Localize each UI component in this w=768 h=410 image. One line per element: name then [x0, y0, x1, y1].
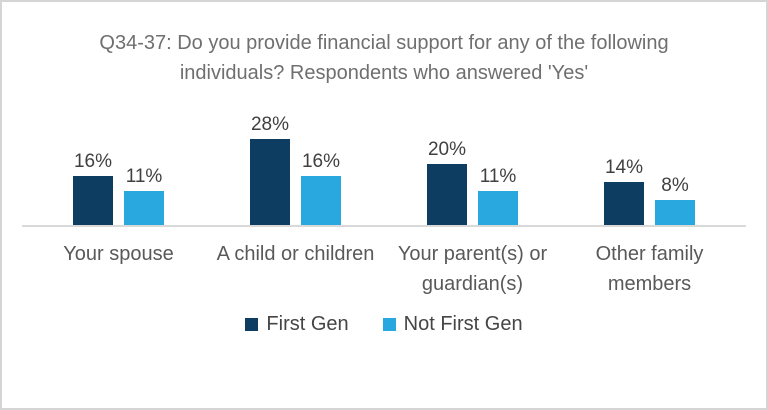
- bar-groups: 16% 11% 28% 16% 20% 11% 14% 8%: [22, 88, 746, 225]
- bar-plot: 16% 11% 28% 16% 20% 11% 14% 8%: [22, 88, 746, 227]
- bar-group: 16% 11%: [30, 88, 207, 225]
- bar-wrap: 20%: [427, 139, 467, 225]
- legend-swatch-icon: [382, 318, 396, 331]
- data-label: 16%: [73, 151, 113, 172]
- legend-label: Not First Gen: [403, 313, 523, 335]
- category-label: Your parent(s) or guardian(s): [397, 243, 548, 295]
- data-label: 11%: [479, 166, 517, 187]
- category-label: A child or children: [216, 243, 375, 265]
- category-label: Other family members: [595, 243, 704, 295]
- data-label: 16%: [301, 151, 341, 172]
- data-label: 11%: [125, 166, 163, 187]
- bar-first-gen: [250, 139, 290, 225]
- category-axis: Your spouse A child or children Your paren…: [22, 239, 746, 299]
- legend-swatch-icon: [245, 318, 259, 331]
- bar-wrap: 16%: [301, 151, 341, 225]
- legend-item: First Gen: [245, 313, 349, 336]
- legend: First Gen Not First Gen: [2, 313, 766, 336]
- bar-first-gen: [604, 182, 644, 225]
- bar-group: 28% 16%: [207, 88, 384, 225]
- bar-wrap: 14%: [604, 157, 644, 225]
- legend-item: Not First Gen: [382, 313, 523, 336]
- data-label: 8%: [661, 175, 689, 196]
- bar-first-gen: [73, 176, 113, 225]
- bar-group: 14% 8%: [561, 88, 738, 225]
- bar-first-gen: [427, 164, 467, 225]
- bar-not-first-gen: [301, 176, 341, 225]
- bar-wrap: 8%: [655, 175, 695, 225]
- category-label: Your spouse: [63, 243, 174, 265]
- data-label: 14%: [604, 157, 644, 178]
- legend-label: First Gen: [266, 313, 349, 335]
- data-label: 20%: [427, 139, 467, 160]
- bar-group: 20% 11%: [384, 88, 561, 225]
- bar-not-first-gen: [478, 191, 518, 225]
- bar-not-first-gen: [655, 200, 695, 225]
- chart-title: Q34-37: Do you provide financial support…: [99, 32, 669, 84]
- bar-wrap: 11%: [124, 166, 164, 225]
- data-label: 28%: [250, 114, 290, 135]
- bar-wrap: 11%: [478, 166, 518, 225]
- bar-wrap: 28%: [250, 114, 290, 225]
- bar-wrap: 16%: [73, 151, 113, 225]
- bar-not-first-gen: [124, 191, 164, 225]
